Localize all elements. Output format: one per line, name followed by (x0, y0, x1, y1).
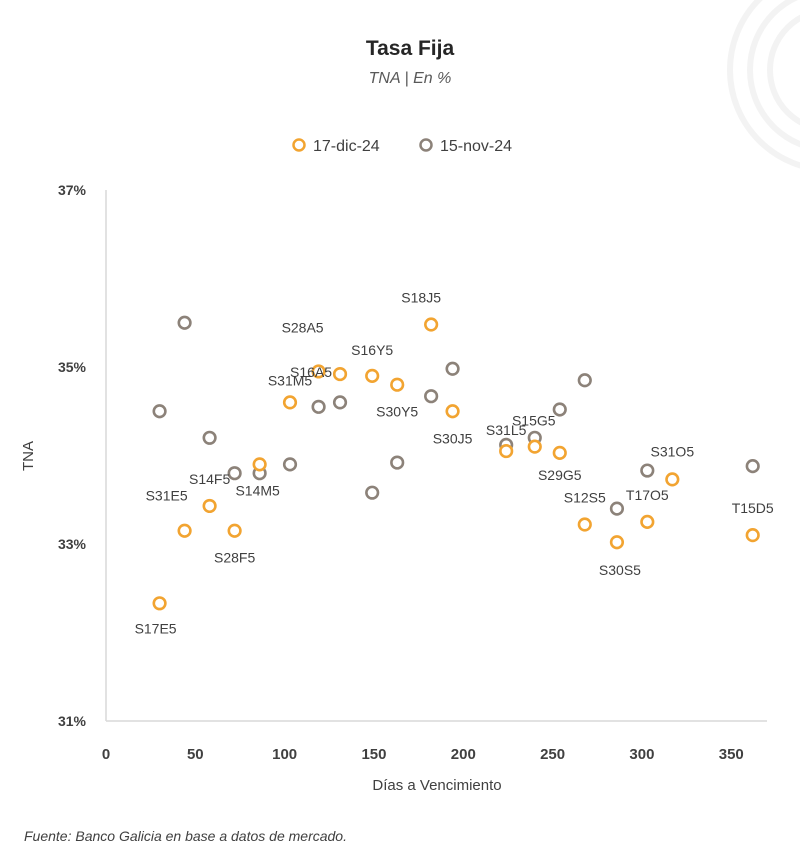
point-15-nov-24-9 (390, 455, 405, 470)
x-tick-label: 0 (102, 746, 110, 763)
point-S31L5 (499, 443, 514, 459)
point-15-nov-24-18 (745, 459, 760, 474)
point-S28A5 (311, 364, 326, 379)
point-S17E5 (152, 596, 167, 611)
point-15-nov-24-7 (332, 395, 348, 410)
decorative-arcs (727, 0, 800, 169)
point-S29G5 (552, 445, 567, 460)
point-15-nov-24-0 (152, 404, 167, 419)
x-tick-label: 350 (719, 746, 744, 763)
source-note: Fuente: Banco Galicia en base a datos de… (24, 828, 347, 844)
legend-marker-15-nov-24 (419, 138, 433, 152)
y-axis-label: TNA (20, 441, 37, 471)
x-tick-label: 100 (272, 746, 297, 763)
point-label-S30J5: S30J5 (433, 430, 473, 446)
point-label-S15G5: S15G5 (512, 413, 556, 429)
point-S31M5 (282, 395, 298, 410)
legend: 17-dic-24 15-nov-24 (292, 138, 512, 155)
point-label-T15D5: T15D5 (732, 500, 774, 516)
point-label-S17E5: S17E5 (135, 620, 177, 636)
y-tick-label: 37% (58, 182, 87, 198)
chart-title: Tasa Fija (366, 37, 455, 60)
point-label-S14M5: S14M5 (235, 482, 280, 498)
x-tick-label: 250 (540, 746, 565, 763)
series-17-dic-24 (152, 317, 760, 611)
point-15-nov-24-5 (282, 457, 298, 472)
x-tick-label: 150 (361, 746, 386, 763)
point-S16A5 (332, 366, 348, 382)
point-label-T17O5: T17O5 (626, 487, 669, 503)
point-label-S28F5: S28F5 (214, 550, 255, 566)
point-S14M5 (252, 457, 267, 472)
point-label-S31O5: S31O5 (651, 443, 695, 459)
point-15-nov-24-15 (577, 373, 592, 388)
point-15-nov-24-17 (640, 463, 655, 478)
point-S28F5 (227, 523, 242, 538)
x-tick-label: 50 (187, 746, 204, 763)
point-15-nov-24-8 (365, 485, 380, 500)
point-label-S30Y5: S30Y5 (376, 404, 418, 420)
point-S18J5 (424, 317, 439, 332)
y-tick-label: 33% (58, 536, 87, 552)
y-tick-label: 35% (58, 359, 87, 375)
legend-label-17-dic-24: 17-dic-24 (313, 138, 380, 155)
point-15-nov-24-3 (227, 466, 242, 481)
point-S16Y5 (365, 368, 380, 383)
point-S30S5 (609, 535, 625, 550)
y-tick-label: 31% (58, 713, 87, 729)
point-15-nov-24-2 (202, 430, 217, 445)
x-axis-label: Días a Vencimiento (372, 777, 501, 794)
point-S14F5 (202, 498, 217, 514)
point-label-S31E5: S31E5 (146, 488, 188, 504)
axes: 31% 33% 35% 37% 0 50 100 150 200 250 300 350 (58, 182, 767, 763)
point-15-nov-24-14 (552, 402, 567, 417)
point-S30J5 (445, 404, 460, 419)
x-tick-label: 300 (629, 746, 654, 763)
point-T15D5 (745, 528, 760, 543)
point-label-S16Y5: S16Y5 (351, 342, 393, 358)
point-label-S14F5: S14F5 (189, 471, 230, 487)
point-15-nov-24-6 (311, 399, 326, 414)
point-15-nov-24-1 (177, 315, 192, 330)
legend-marker-17-dic-24 (292, 138, 306, 152)
point-label-S18J5: S18J5 (401, 290, 441, 306)
point-S15G5 (527, 439, 542, 454)
legend-label-15-nov-24: 15-nov-24 (440, 138, 512, 155)
point-label-S12S5: S12S5 (564, 490, 606, 506)
point-T17O5 (640, 514, 655, 529)
point-S31E5 (177, 523, 192, 538)
point-label-S29G5: S29G5 (538, 467, 582, 483)
point-label-S16A5: S16A5 (290, 364, 332, 380)
point-label-S31L5: S31L5 (486, 422, 527, 438)
point-S30Y5 (390, 377, 405, 392)
chart-subtitle: TNA | En % (369, 70, 452, 87)
point-15-nov-24-16 (609, 501, 625, 516)
x-tick-label: 200 (451, 746, 476, 763)
point-label-S30S5: S30S5 (599, 562, 641, 578)
point-S31O5 (665, 472, 680, 487)
point-15-nov-24-10 (424, 389, 439, 404)
point-label-S31M5: S31M5 (268, 372, 313, 388)
point-15-nov-24-11 (445, 361, 460, 376)
point-S12S5 (577, 517, 592, 532)
point-label-S28A5: S28A5 (282, 319, 324, 335)
